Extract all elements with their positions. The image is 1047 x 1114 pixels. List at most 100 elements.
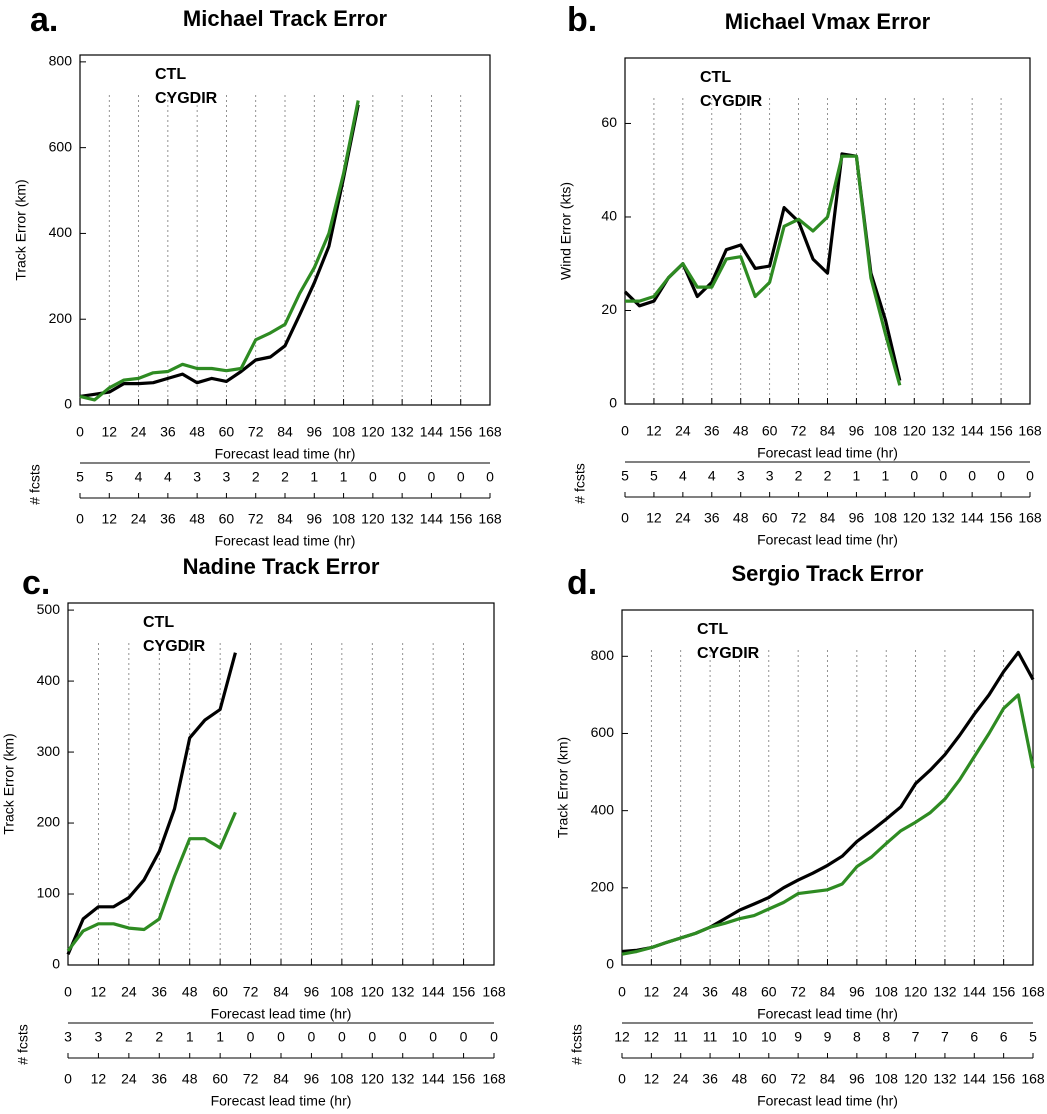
x-axis-label: Forecast lead time (hr) [211, 1006, 352, 1022]
fcst-count: 7 [941, 1029, 949, 1045]
fcst-x-tick-label: 24 [673, 1071, 689, 1087]
fcst-count: 2 [281, 469, 289, 485]
x-tick-label: 36 [160, 424, 176, 440]
fcst-x-tick-label: 60 [212, 1071, 228, 1087]
fcst-x-tick-label: 12 [101, 511, 117, 527]
fcst-x-tick-label: 132 [933, 1071, 957, 1087]
fcst-count: 4 [708, 468, 716, 484]
x-tick-label: 72 [248, 424, 264, 440]
fcst-count: 6 [1000, 1029, 1008, 1045]
fcst-x-tick-label: 24 [131, 511, 147, 527]
fcst-count: 2 [824, 468, 832, 484]
fcst-count: 8 [853, 1029, 861, 1045]
legend-label: CTL [143, 614, 174, 631]
fcst-x-tick-label: 72 [248, 511, 264, 527]
fcst-x-tick-label: 60 [762, 510, 778, 526]
panel-label: b. [567, 1, 597, 39]
x-axis-label: Forecast lead time (hr) [757, 445, 898, 461]
fcst-count: 0 [368, 1029, 376, 1045]
fcst-count: 0 [399, 1029, 407, 1045]
fcst-count: 0 [490, 1029, 498, 1045]
chart-title: Michael Vmax Error [725, 9, 931, 34]
fcst-x-tick-label: 84 [277, 511, 293, 527]
y-tick-label: 20 [601, 301, 617, 317]
fcst-x-tick-label: 168 [1021, 1071, 1045, 1087]
x-tick-label: 84 [273, 984, 289, 1000]
fcst-count: 1 [310, 469, 318, 485]
fcst-x-tick-label: 108 [875, 1071, 899, 1087]
x-axis-label: Forecast lead time (hr) [757, 1006, 898, 1022]
fcst-x-tick-label: 24 [121, 1071, 137, 1087]
x-tick-label: 156 [449, 424, 473, 440]
y-axis-label: Track Error (km) [1, 733, 17, 834]
fcst-count: 12 [614, 1029, 630, 1045]
fcst-count: 5 [1029, 1029, 1037, 1045]
chart-title: Sergio Track Error [732, 561, 924, 586]
x-tick-label: 24 [673, 984, 689, 1000]
fcst-count: 0 [338, 1029, 346, 1045]
fcst-x-tick-label: 156 [989, 510, 1013, 526]
fcst-x-tick-label: 120 [903, 510, 927, 526]
x-tick-label: 84 [820, 423, 836, 439]
plot-frame [67, 602, 495, 966]
fcst-x-tick-label: 108 [874, 510, 898, 526]
y-axis-label: Track Error (km) [13, 179, 29, 280]
x-tick-label: 156 [452, 984, 476, 1000]
x-tick-label: 108 [874, 423, 898, 439]
y-tick-label: 0 [609, 395, 617, 411]
fcst-x-tick-label: 12 [644, 1071, 660, 1087]
x-tick-label: 72 [791, 423, 807, 439]
y-tick-label: 500 [37, 601, 61, 617]
fcst-count: 1 [853, 468, 861, 484]
fcst-x-tick-label: 0 [621, 510, 629, 526]
x-tick-label: 144 [420, 424, 444, 440]
fcst-x-tick-label: 84 [820, 510, 836, 526]
fcst-count: 0 [398, 469, 406, 485]
x-tick-label: 96 [849, 984, 865, 1000]
fcst-count: 1 [340, 469, 348, 485]
fcst-count: 10 [761, 1029, 777, 1045]
x-tick-label: 12 [646, 423, 662, 439]
fcst-count: 11 [703, 1029, 718, 1045]
fcst-x-tick-label: 132 [391, 1071, 415, 1087]
fcst-x-tick-label: 120 [904, 1071, 928, 1087]
fcst-x-tick-label: 36 [160, 511, 176, 527]
fcst-count: 2 [252, 469, 260, 485]
y-tick-label: 400 [49, 224, 73, 240]
x-tick-label: 108 [332, 424, 356, 440]
fcst-count: 4 [135, 469, 143, 485]
x-tick-label: 120 [904, 984, 928, 1000]
fcst-x-tick-label: 168 [482, 1071, 506, 1087]
fcst-x-tick-label: 144 [420, 511, 444, 527]
x-tick-label: 144 [963, 984, 987, 1000]
fcst-x-tick-label: 108 [332, 511, 356, 527]
fcst-count: 0 [460, 1029, 468, 1045]
fcst-x-tick-label: 36 [704, 510, 720, 526]
y-axis-label: Track Error (km) [555, 737, 571, 838]
x-tick-label: 48 [182, 984, 198, 1000]
fcst-x-tick-label: 12 [646, 510, 662, 526]
fcst-count: 5 [105, 469, 113, 485]
x-tick-label: 132 [932, 423, 956, 439]
y-tick-label: 600 [591, 724, 615, 740]
fcst-x-tick-label: 168 [478, 511, 502, 527]
fcst-count: 5 [650, 468, 658, 484]
fcst-count: 3 [737, 468, 745, 484]
x-tick-label: 84 [277, 424, 293, 440]
y-tick-label: 0 [52, 956, 60, 972]
y-tick-label: 0 [64, 396, 72, 412]
fcst-x-tick-label: 72 [790, 1071, 806, 1087]
fcst-count: 8 [882, 1029, 890, 1045]
fcst-count: 0 [1026, 468, 1034, 484]
fcst-x-tick-label: 84 [273, 1071, 289, 1087]
y-tick-label: 800 [591, 647, 615, 663]
y-tick-label: 300 [37, 743, 61, 759]
fcst-x-tick-label: 0 [618, 1071, 626, 1087]
fcst-count: 0 [486, 469, 494, 485]
x-tick-label: 48 [732, 984, 748, 1000]
x-tick-label: 36 [702, 984, 718, 1000]
y-tick-label: 200 [37, 814, 61, 830]
x-tick-label: 96 [306, 424, 322, 440]
series-line [79, 100, 360, 402]
fcst-x-tick-label: 132 [932, 510, 956, 526]
